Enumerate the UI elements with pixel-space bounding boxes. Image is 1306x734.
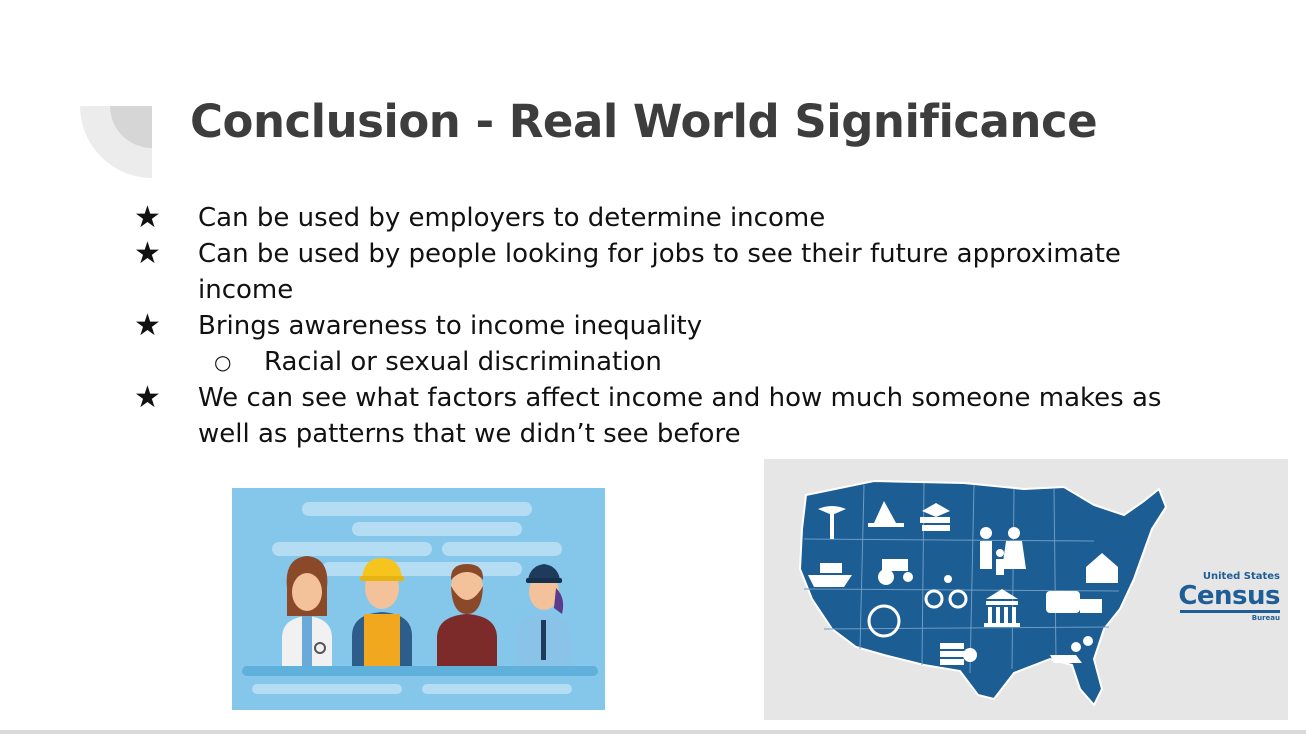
census-logo-rule — [1180, 610, 1280, 613]
corner-decoration-icon — [80, 106, 152, 178]
bullet-text: Can be used by people looking for jobs t… — [198, 239, 1121, 305]
star-bullet-icon: ★ — [134, 200, 161, 235]
bullet-item: ★ Brings awareness to income inequality — [130, 308, 1190, 344]
star-bullet-icon: ★ — [134, 380, 161, 415]
workers-illustration-icon — [232, 488, 605, 710]
bullet-list: ★ Can be used by employers to determine … — [130, 200, 1190, 452]
bullet-item: ★ Can be used by employers to determine … — [130, 200, 1190, 236]
bullet-text: We can see what factors affect income an… — [198, 383, 1162, 449]
census-logo-line3: Bureau — [1251, 614, 1280, 622]
bullet-text: Brings awareness to income inequality — [198, 311, 703, 341]
slide-bottom-border — [0, 730, 1306, 734]
circle-bullet-icon: ○ — [214, 350, 232, 374]
star-bullet-icon: ★ — [134, 308, 161, 343]
star-bullet-icon: ★ — [134, 236, 161, 271]
census-logo-line2: Census — [1178, 581, 1280, 611]
bullet-text: Can be used by employers to determine in… — [198, 203, 826, 233]
census-image: United States Census Bureau — [764, 459, 1288, 720]
bullet-item: ★ Can be used by people looking for jobs… — [130, 236, 1190, 308]
census-map-icon — [764, 459, 1288, 720]
slide-title: Conclusion - Real World Significance — [190, 95, 1098, 148]
workers-image — [232, 488, 605, 710]
census-logo: United States Census Bureau — [1170, 571, 1280, 622]
census-logo-line1: United States — [1202, 571, 1280, 582]
bullet-text: Racial or sexual discrimination — [264, 347, 662, 377]
bullet-item: ★ We can see what factors affect income … — [130, 380, 1190, 452]
sub-bullet-item: ○ Racial or sexual discrimination — [130, 344, 1190, 380]
